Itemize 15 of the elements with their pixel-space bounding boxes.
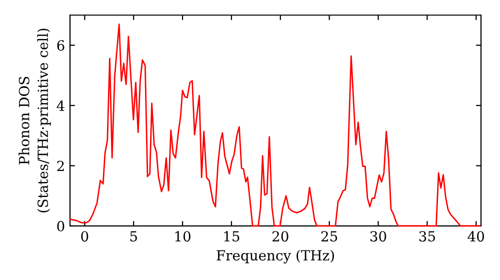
y-tick-label: 2 — [57, 160, 64, 171]
x-axis-title: Frequency (THz) — [216, 250, 334, 264]
x-tick-label: 35 — [419, 231, 435, 242]
y-tick-label: 0 — [57, 220, 64, 232]
x-tick-label: 40 — [468, 231, 484, 242]
x-tick-label: 20 — [272, 231, 288, 242]
x-tick-label: 5 — [130, 231, 137, 242]
x-tick-label: 30 — [370, 231, 386, 242]
y-tick-label: 4 — [56, 100, 64, 111]
x-tick-label: 15 — [224, 231, 240, 242]
x-tick-label: 10 — [175, 231, 190, 242]
x-tick-label: 25 — [321, 231, 338, 242]
y-tick-label: 6 — [57, 40, 64, 51]
y-axis-title: Phonon DOS (States/THz·primitive cell) — [18, 28, 51, 212]
x-tick-label: 0 — [81, 231, 88, 242]
